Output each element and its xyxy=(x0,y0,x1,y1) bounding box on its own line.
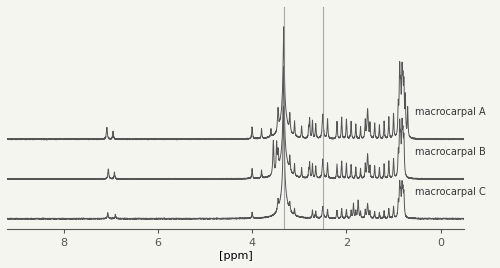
Text: macrocarpal A: macrocarpal A xyxy=(414,107,486,117)
Text: macrocarpal C: macrocarpal C xyxy=(414,187,486,197)
Text: macrocarpal B: macrocarpal B xyxy=(414,147,486,157)
X-axis label: [ppm]: [ppm] xyxy=(218,251,252,261)
